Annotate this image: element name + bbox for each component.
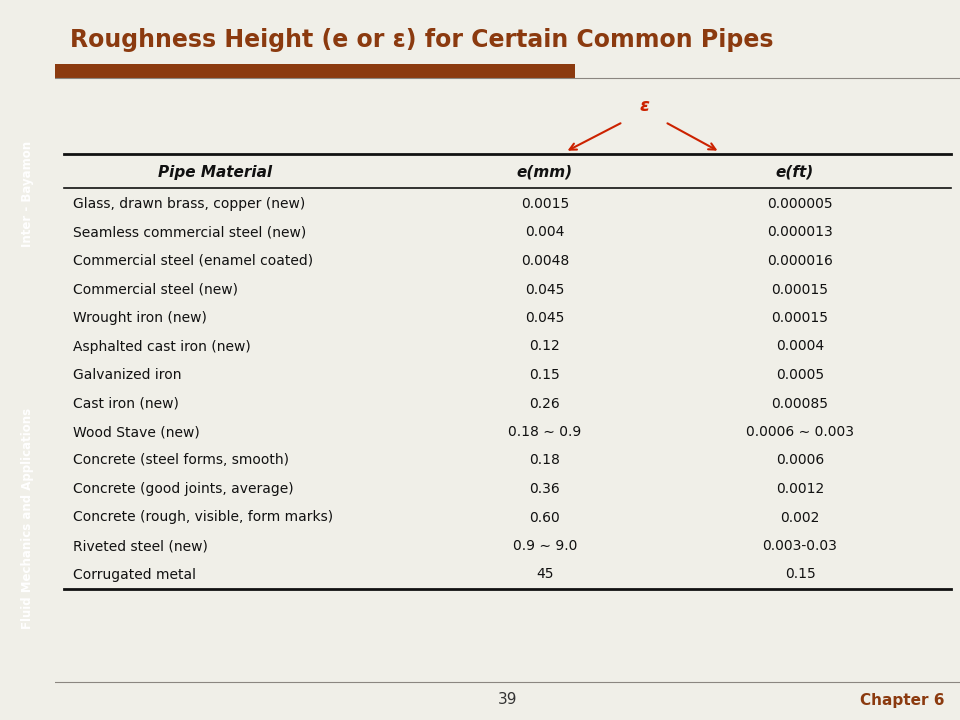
Text: Corrugated metal: Corrugated metal [73, 567, 196, 582]
Text: e(mm): e(mm) [516, 164, 573, 179]
Text: 0.0048: 0.0048 [521, 254, 569, 268]
Text: 0.0004: 0.0004 [776, 340, 824, 354]
Text: 45: 45 [537, 567, 554, 582]
Text: Wrought iron (new): Wrought iron (new) [73, 311, 206, 325]
Text: Riveted steel (new): Riveted steel (new) [73, 539, 208, 553]
Text: 0.00015: 0.00015 [772, 311, 828, 325]
Text: Commercial steel (new): Commercial steel (new) [73, 282, 238, 297]
Text: 0.36: 0.36 [530, 482, 561, 496]
Text: Asphalted cast iron (new): Asphalted cast iron (new) [73, 340, 251, 354]
Text: 0.26: 0.26 [530, 397, 561, 410]
Text: Concrete (good joints, average): Concrete (good joints, average) [73, 482, 294, 496]
Text: 0.003-0.03: 0.003-0.03 [762, 539, 837, 553]
Text: 0.18: 0.18 [530, 454, 561, 467]
Text: 0.0006 ∼ 0.003: 0.0006 ∼ 0.003 [746, 425, 854, 439]
Text: 0.000016: 0.000016 [767, 254, 833, 268]
Text: e(ft): e(ft) [776, 164, 814, 179]
Text: Commercial steel (enamel coated): Commercial steel (enamel coated) [73, 254, 313, 268]
Text: Inter - Bayamon: Inter - Bayamon [21, 141, 34, 248]
Text: Pipe Material: Pipe Material [158, 164, 272, 179]
Bar [55, 64, 575, 78]
Text: Glass, drawn brass, copper (new): Glass, drawn brass, copper (new) [73, 197, 305, 211]
Text: 0.9 ∼ 9.0: 0.9 ∼ 9.0 [513, 539, 577, 553]
Text: Wood Stave (new): Wood Stave (new) [73, 425, 200, 439]
Text: 0.000005: 0.000005 [767, 197, 833, 211]
Text: 0.0006: 0.0006 [776, 454, 824, 467]
Text: ε: ε [640, 97, 650, 115]
Text: Chapter 6: Chapter 6 [860, 693, 945, 708]
Text: 0.000013: 0.000013 [767, 225, 833, 240]
Text: 0.15: 0.15 [530, 368, 561, 382]
Text: Roughness Height (e or ε) for Certain Common Pipes: Roughness Height (e or ε) for Certain Co… [70, 28, 774, 52]
Text: 0.045: 0.045 [525, 282, 564, 297]
Text: Fluid Mechanics and Applications: Fluid Mechanics and Applications [21, 408, 34, 629]
Text: 0.0015: 0.0015 [521, 197, 569, 211]
Text: Cast iron (new): Cast iron (new) [73, 397, 179, 410]
Text: 0.18 ∼ 0.9: 0.18 ∼ 0.9 [509, 425, 582, 439]
Text: 0.60: 0.60 [530, 510, 561, 524]
Text: 0.045: 0.045 [525, 311, 564, 325]
Text: 0.0005: 0.0005 [776, 368, 824, 382]
Text: 0.004: 0.004 [525, 225, 564, 240]
Text: Galvanized iron: Galvanized iron [73, 368, 181, 382]
Text: 0.15: 0.15 [784, 567, 815, 582]
Text: 0.002: 0.002 [780, 510, 820, 524]
Text: 39: 39 [497, 693, 517, 708]
Text: Concrete (rough, visible, form marks): Concrete (rough, visible, form marks) [73, 510, 333, 524]
Text: 0.0012: 0.0012 [776, 482, 824, 496]
Text: 0.00015: 0.00015 [772, 282, 828, 297]
Text: Concrete (steel forms, smooth): Concrete (steel forms, smooth) [73, 454, 289, 467]
Text: Seamless commercial steel (new): Seamless commercial steel (new) [73, 225, 306, 240]
Text: 0.00085: 0.00085 [772, 397, 828, 410]
Text: 0.12: 0.12 [530, 340, 561, 354]
